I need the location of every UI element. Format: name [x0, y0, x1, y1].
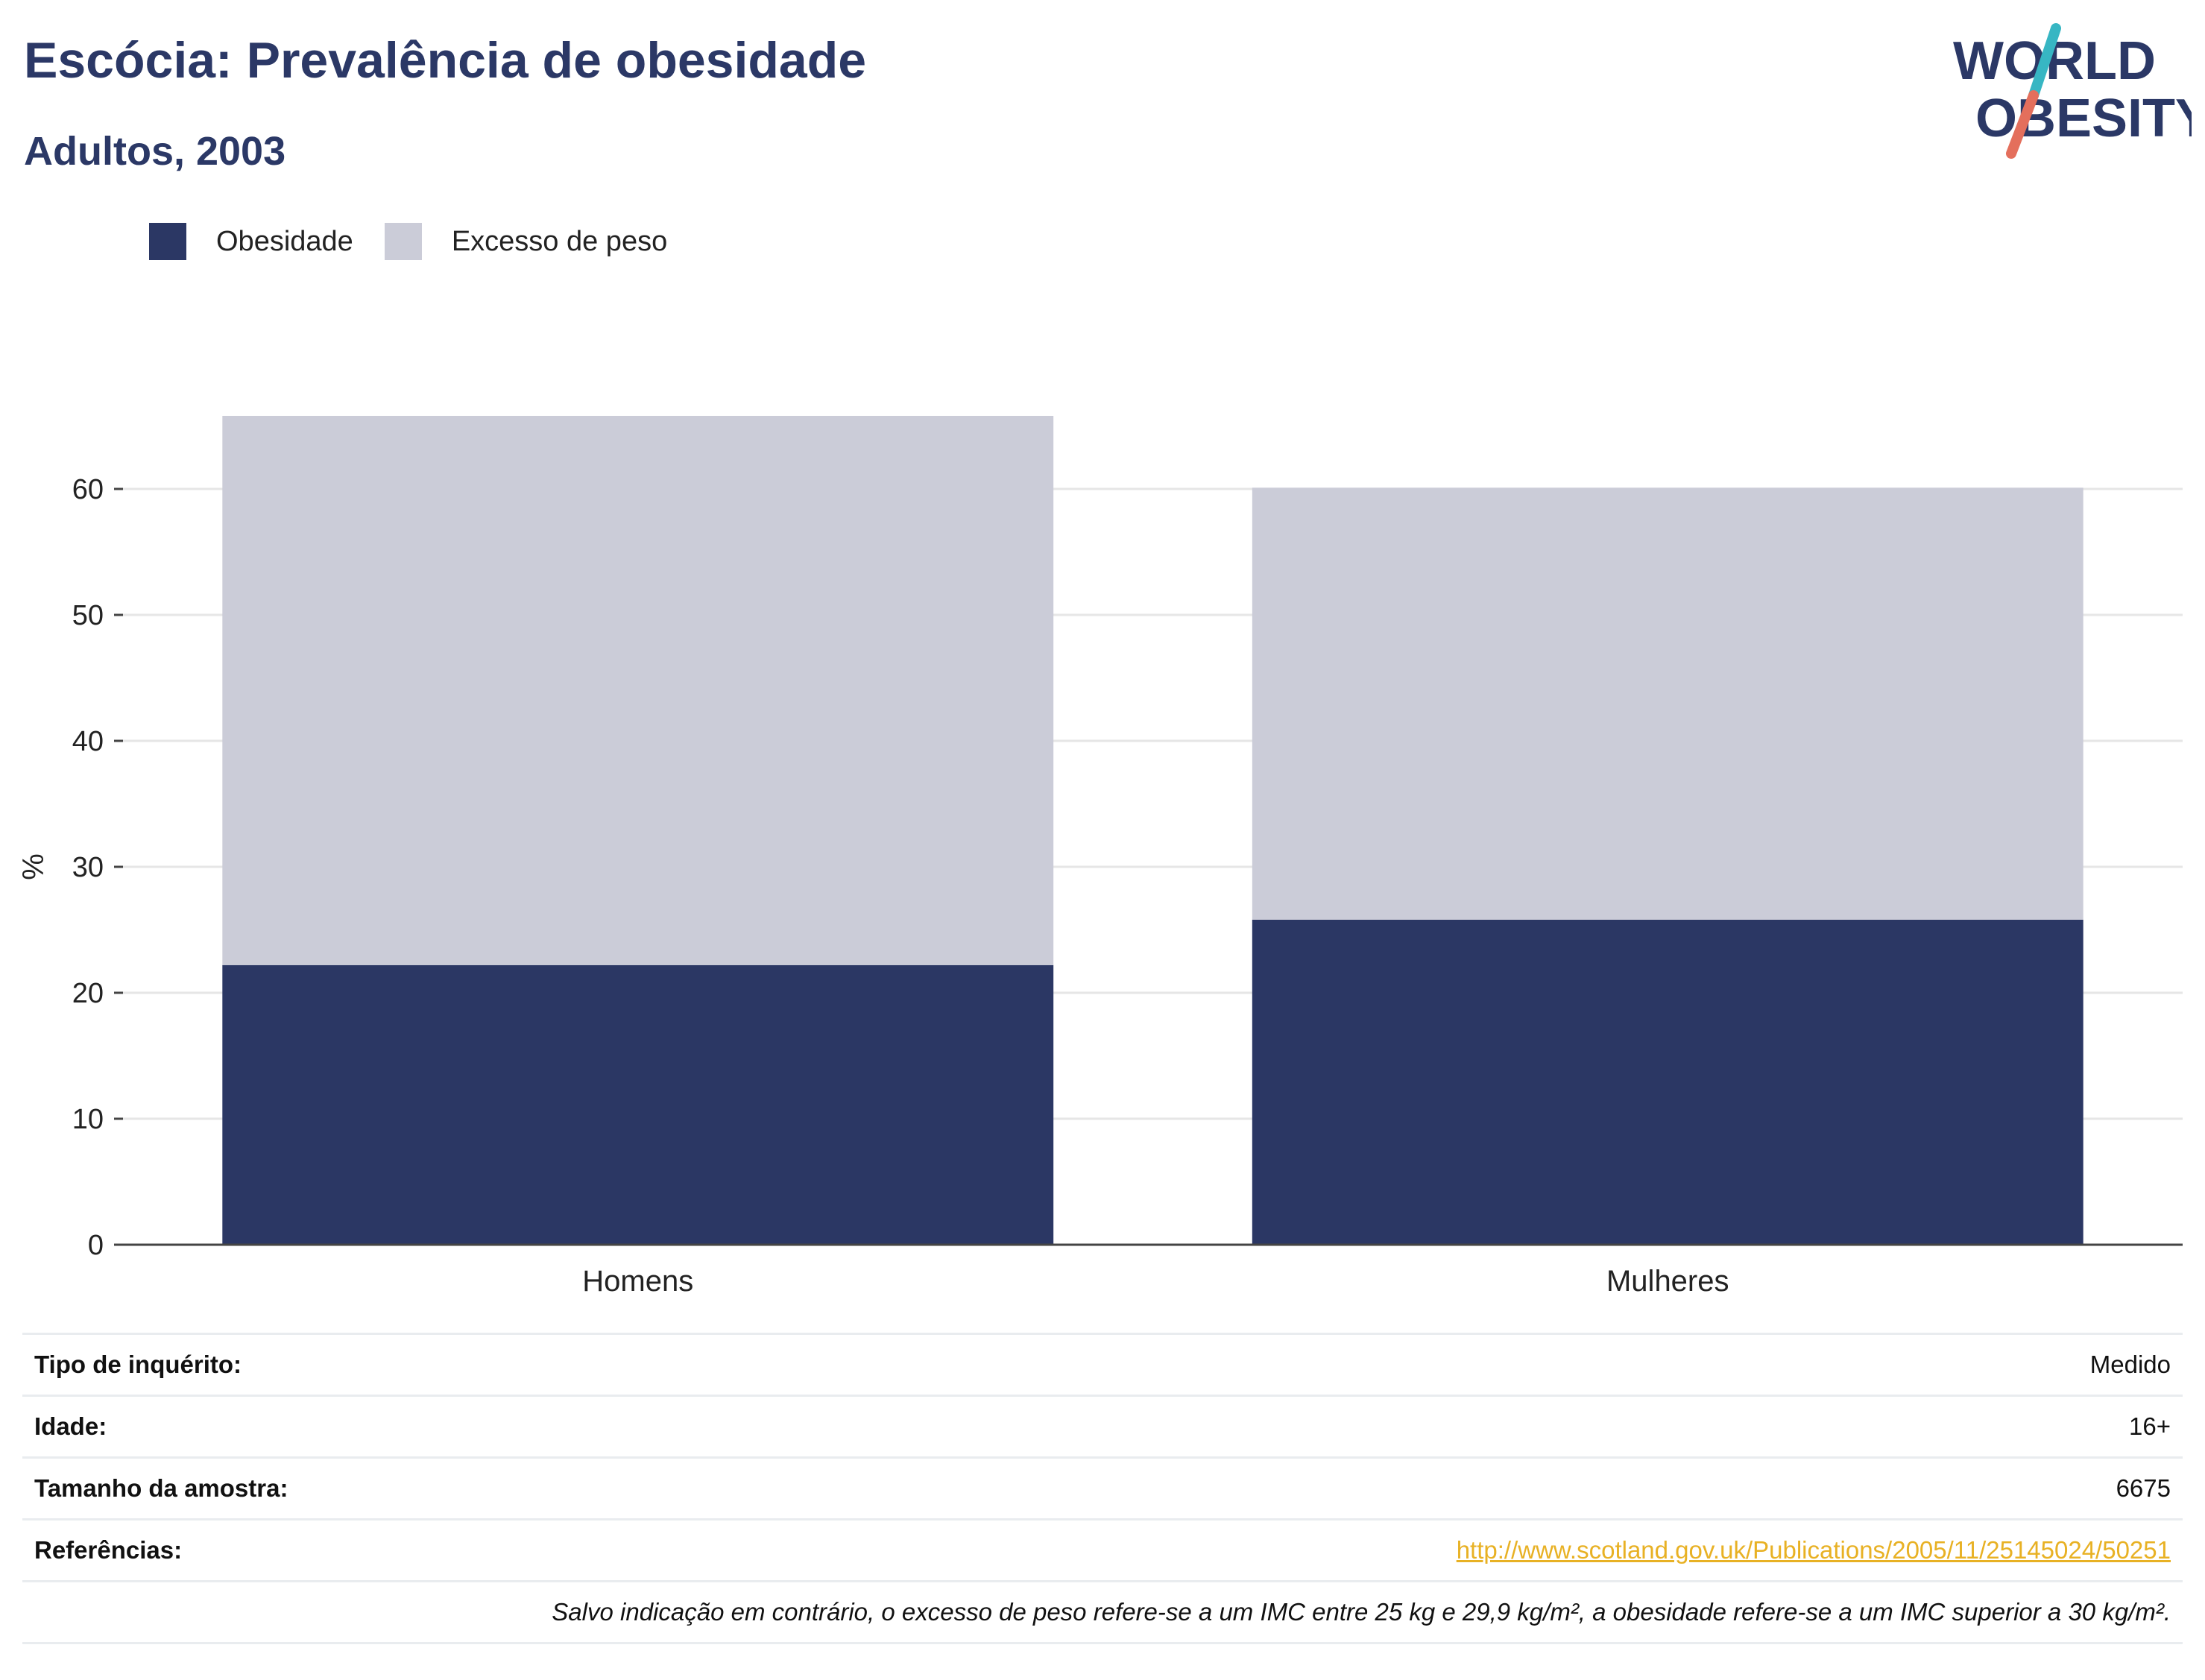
info-row-survey-type: Tipo de inquérito: Medido [22, 1335, 2183, 1397]
world-obesity-logo: WORLD OBESITY [1946, 21, 2205, 162]
legend-swatch-excesso-de-peso [384, 223, 422, 260]
bar-homens-excesso-de-peso[interactable] [222, 415, 1054, 965]
legend-label-obesidade: Obesidade [216, 225, 353, 257]
stacked-bar-chart: 0 10 20 30 40 50 60 Homens Mulheres % [17, 415, 2183, 1298]
axes: 0 10 20 30 40 50 60 Homens Mulheres [72, 474, 2183, 1298]
bar-mulheres-obesidade[interactable] [1252, 919, 2083, 1245]
chart-title: Escócia: Prevalência de obesidade [24, 32, 867, 89]
bar-mulheres-excesso-de-peso[interactable] [1252, 487, 2083, 920]
y-tick-label: 0 [88, 1230, 104, 1261]
info-row-note: Salvo indicação em contrário, o excesso … [22, 1582, 2183, 1644]
bar-homens-obesidade[interactable] [222, 964, 1054, 1245]
y-tick-label: 40 [72, 726, 104, 757]
svg-text:OBESITY: OBESITY [1975, 89, 2192, 148]
chart-subtitle: Adultos, 2003 [24, 129, 286, 174]
info-key-sample-size: Tamanho da amostra: [34, 1474, 288, 1502]
legend-label-excesso-de-peso: Excesso de peso [451, 225, 668, 257]
definition-note: Salvo indicação em contrário, o excesso … [552, 1598, 2171, 1626]
info-value-sample-size: 6675 [2116, 1474, 2171, 1502]
info-value-age: 16+ [2129, 1412, 2171, 1440]
chart-legend: Obesidade Excesso de peso [149, 221, 698, 262]
reference-link[interactable]: http://www.scotland.gov.uk/Publications/… [1456, 1536, 2171, 1564]
y-tick-label: 20 [72, 978, 104, 1009]
info-key-age: Idade: [34, 1412, 107, 1440]
info-row-references: Referências: http://www.scotland.gov.uk/… [22, 1520, 2183, 1582]
x-tick-label: Homens [582, 1265, 693, 1298]
x-tick-label: Mulheres [1606, 1265, 1729, 1298]
y-tick-label: 60 [72, 474, 104, 505]
info-row-sample-size: Tamanho da amostra: 6675 [22, 1459, 2183, 1520]
survey-info-table: Tipo de inquérito: Medido Idade: 16+ Tam… [22, 1333, 2183, 1644]
bars [222, 415, 2083, 1245]
info-key-survey-type: Tipo de inquérito: [34, 1351, 242, 1378]
y-tick-label: 10 [72, 1104, 104, 1135]
legend-item-excesso-de-peso[interactable]: Excesso de peso [384, 223, 668, 260]
info-key-references: Referências: [34, 1536, 183, 1564]
y-axis-label: % [17, 853, 50, 880]
legend-swatch-obesidade [149, 223, 186, 260]
info-value-survey-type: Medido [2089, 1351, 2171, 1378]
y-tick-label: 30 [72, 852, 104, 883]
y-tick-label: 50 [72, 600, 104, 631]
legend-item-obesidade[interactable]: Obesidade [149, 223, 353, 260]
info-row-age: Idade: 16+ [22, 1397, 2183, 1459]
